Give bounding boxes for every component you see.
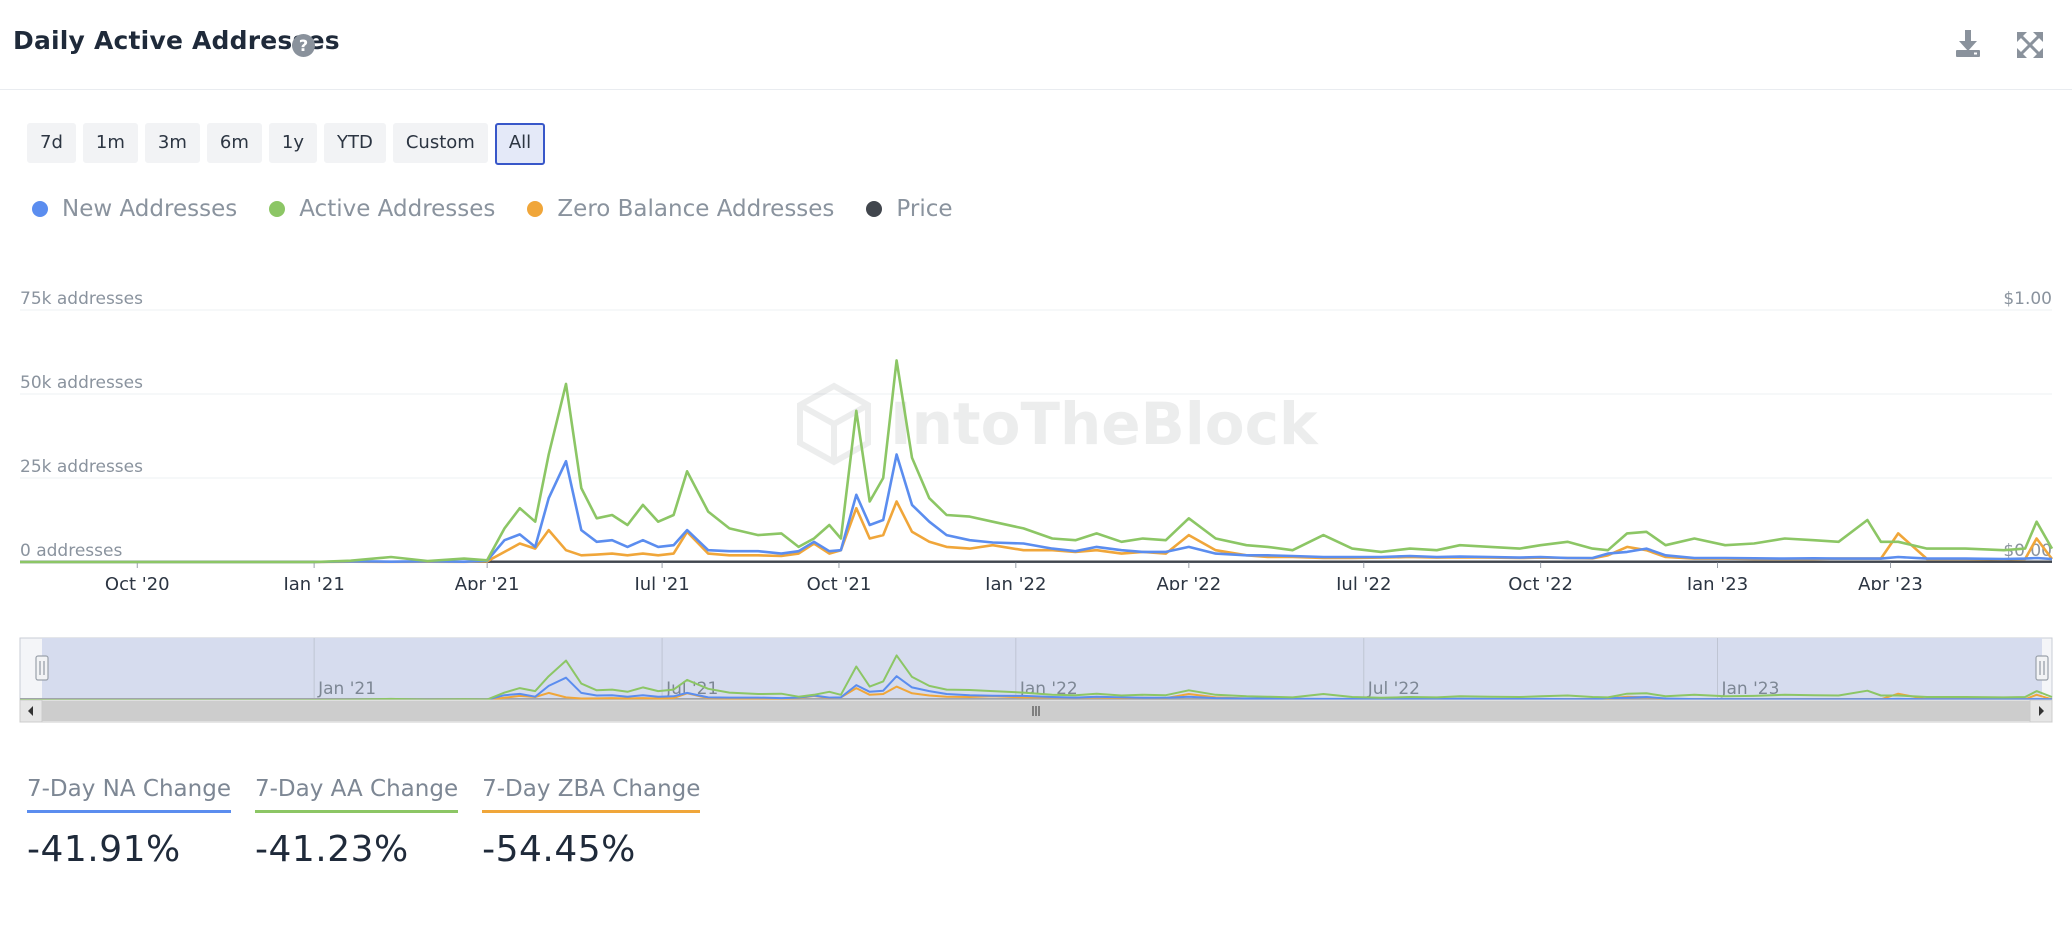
y2-tick-label: $0.00 xyxy=(2003,541,2052,561)
stat-active: 7-Day AA Change -41.23% xyxy=(254,776,459,870)
navigator-handle-left[interactable] xyxy=(35,655,49,681)
legend-label: Active Addresses xyxy=(299,196,496,222)
series-line-active xyxy=(20,359,2054,564)
range-button-3m[interactable]: 3m xyxy=(144,123,200,163)
x-tick-label: Jul '22 xyxy=(1335,574,1391,590)
stat-value: -54.45% xyxy=(482,829,636,870)
legend-item-active[interactable]: Active Addresses xyxy=(269,196,495,222)
scroll-left-arrow-icon[interactable] xyxy=(19,699,43,723)
navigator-handle-right[interactable] xyxy=(2035,655,2049,681)
legend-dot-icon xyxy=(527,201,544,217)
range-button-custom[interactable]: Custom xyxy=(392,123,488,163)
x-tick-label: Jul '21 xyxy=(633,574,689,590)
y-tick-label: 0 addresses xyxy=(20,541,122,561)
x-tick-label: Apr '22 xyxy=(1156,574,1221,590)
x-tick-label: Jan '22 xyxy=(984,574,1046,590)
stat-value: -41.91% xyxy=(27,829,181,870)
legend-dot-icon xyxy=(866,201,883,217)
navigator-tick-label: Jul '22 xyxy=(1367,679,1420,699)
stat-label: 7-Day NA Change xyxy=(27,776,231,813)
download-icon[interactable] xyxy=(1952,28,1984,60)
navigator-tick-label: Jul '21 xyxy=(665,679,718,699)
help-icon[interactable]: ? xyxy=(292,34,315,57)
legend-dot-icon xyxy=(32,201,48,217)
stat-label: 7-Day ZBA Change xyxy=(482,776,701,813)
y-tick-label: 75k addresses xyxy=(20,289,143,309)
x-tick-label: Apr '21 xyxy=(455,574,520,590)
series-line-new xyxy=(20,453,2053,564)
range-button-6m[interactable]: 6m xyxy=(206,123,262,163)
range-button-1m[interactable]: 1m xyxy=(82,123,138,163)
stat-value: -41.23% xyxy=(254,829,409,870)
watermark-logo: IntoTheBlock xyxy=(797,382,1319,466)
y2-tick-label: $1.00 xyxy=(2003,289,2052,309)
legend-item-new[interactable]: New Addresses xyxy=(32,196,237,222)
range-navigator[interactable]: Jan '21 Jul '21 Jan '22 Jul '22 Jan '23 xyxy=(0,630,2072,726)
scrollbar-grip-icon[interactable] xyxy=(1032,706,1040,716)
x-tick-label: Jan '23 xyxy=(1686,574,1748,590)
x-tick-label: Oct '22 xyxy=(1508,574,1573,590)
legend-item-price[interactable]: Price xyxy=(866,196,953,222)
expand-icon[interactable] xyxy=(2015,30,2045,60)
legend-label: New Addresses xyxy=(62,196,238,222)
navigator-selection[interactable] xyxy=(42,638,2042,700)
chart-header: Daily Active Addresses ? xyxy=(0,0,2072,90)
chart-legend: New Addresses Active Addresses Zero Balanc… xyxy=(32,196,985,222)
scroll-right-arrow-icon[interactable] xyxy=(2029,699,2053,723)
stat-zero: 7-Day ZBA Change -54.45% xyxy=(482,776,701,870)
navigator-line-new xyxy=(20,675,2053,701)
range-button-all[interactable]: All xyxy=(494,123,546,165)
navigator-line-active xyxy=(20,654,2053,701)
x-tick-label: Jan '21 xyxy=(282,574,344,590)
navigator-tick-label: Jan '23 xyxy=(1720,679,1779,699)
range-button-1y[interactable]: 1y xyxy=(268,123,317,163)
navigator-tick-label: Jan '21 xyxy=(317,679,376,699)
y-tick-label: 50k addresses xyxy=(20,373,143,393)
x-tick-label: Oct '21 xyxy=(807,574,872,590)
legend-dot-icon xyxy=(269,201,286,217)
range-button-7d[interactable]: 7d xyxy=(27,123,76,163)
time-range-selector: 7d 1m 3m 6m 1y YTD Custom All xyxy=(27,123,552,165)
stat-new: 7-Day NA Change -41.91% xyxy=(27,776,231,870)
x-tick-label: Apr '23 xyxy=(1858,574,1923,590)
legend-label: Zero Balance Addresses xyxy=(557,196,835,222)
legend-item-zero[interactable]: Zero Balance Addresses xyxy=(527,196,834,222)
page-title: Daily Active Addresses xyxy=(13,26,340,55)
stats-panel: 7-Day NA Change -41.91% 7-Day AA Change -41… xyxy=(27,776,724,870)
y-tick-label: 25k addresses xyxy=(20,457,143,477)
range-button-ytd[interactable]: YTD xyxy=(324,123,386,163)
legend-label: Price xyxy=(896,196,953,222)
x-tick-label: Oct '20 xyxy=(105,574,170,590)
stat-label: 7-Day AA Change xyxy=(254,776,459,813)
main-chart: 0 addresses 25k addresses 50k addresses 75k… xyxy=(20,289,2054,590)
watermark-text: IntoTheBlock xyxy=(890,390,1319,458)
